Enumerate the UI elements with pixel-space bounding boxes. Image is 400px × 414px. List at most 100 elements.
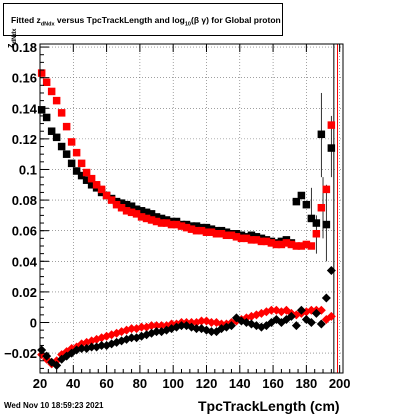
data-point-diamond (147, 321, 157, 331)
data-point-diamond (57, 354, 67, 364)
data-point-square (92, 181, 101, 189)
y-tick-label: 0.1 (19, 162, 37, 177)
data-point-diamond (311, 308, 321, 318)
data-point-square (227, 231, 236, 240)
data-point-square (192, 226, 201, 235)
data-point-diamond (77, 344, 87, 354)
data-point-square (302, 240, 311, 249)
data-point-diamond (137, 322, 147, 332)
plot-frame (39, 43, 344, 374)
data-point-square (132, 205, 141, 214)
data-point-square (47, 87, 56, 96)
data-point-square (207, 228, 216, 236)
data-point-square (72, 167, 81, 175)
data-point-square (312, 229, 321, 238)
data-point-square (87, 174, 96, 183)
data-point-square (62, 122, 71, 131)
data-point-diamond (191, 324, 201, 334)
data-point-square (147, 216, 156, 224)
x-tick-label: 40 (66, 376, 80, 391)
data-point-square (67, 159, 76, 168)
y-tick-label: 0.04 (12, 254, 38, 269)
data-point-diamond (177, 321, 187, 331)
data-point-square (67, 138, 76, 146)
data-point-diamond (42, 351, 52, 361)
data-point-square (107, 196, 116, 204)
data-point-diamond (157, 321, 167, 331)
x-tick-label: 140 (229, 376, 251, 391)
data-point-square (137, 207, 146, 215)
data-point-diamond (97, 340, 107, 350)
data-point-square (232, 233, 241, 241)
data-point-diamond (87, 342, 97, 352)
data-point-diamond (206, 318, 216, 328)
data-point-square (177, 222, 186, 230)
data-point-square (47, 127, 56, 135)
x-tick-label: 180 (296, 376, 318, 391)
data-point-square (182, 223, 191, 232)
data-point-square (317, 203, 326, 212)
data-point-square (42, 113, 51, 122)
data-point-diamond (152, 327, 162, 337)
data-point-diamond (291, 321, 301, 331)
data-point-square (82, 176, 91, 184)
data-point-square (82, 168, 91, 177)
data-point-square (142, 208, 151, 217)
data-point-square (212, 229, 221, 238)
data-point-diamond (326, 265, 336, 275)
data-point-square (77, 171, 86, 180)
data-point-square (132, 210, 141, 218)
data-point-square (327, 144, 336, 152)
data-point-square (157, 219, 166, 227)
data-point-square (37, 106, 46, 114)
data-point-square (297, 242, 306, 250)
data-point-diamond (266, 305, 276, 315)
x-tick-label: 200 (329, 376, 351, 391)
data-point-square (322, 185, 331, 194)
timestamp: Wed Nov 10 18:59:23 2021 (4, 401, 104, 410)
data-point-square (287, 240, 296, 249)
data-point-square (57, 142, 66, 151)
data-point-square (277, 240, 286, 249)
data-point-square (77, 159, 86, 168)
y-tick-label: 0.16 (12, 71, 37, 86)
y-tick-label: 0.06 (12, 224, 37, 239)
data-point-square (102, 191, 111, 200)
data-point-square (307, 214, 316, 223)
data-point-square (162, 219, 171, 227)
data-point-square (202, 228, 211, 236)
x-tick-label: 120 (196, 376, 218, 391)
data-point-square (237, 234, 246, 243)
data-point-square (222, 231, 231, 240)
data-point-square (282, 239, 291, 247)
data-point-square (197, 226, 206, 235)
x-tick-label: 80 (133, 376, 147, 391)
data-point-square (292, 242, 301, 250)
data-point-square (202, 223, 211, 232)
axes (39, 43, 344, 374)
data-point-diamond (127, 324, 137, 334)
data-point-square (302, 200, 311, 209)
data-point-diamond (306, 318, 316, 328)
data-point-diamond (286, 311, 296, 321)
data-point-square (247, 231, 256, 240)
data-point-square (122, 200, 131, 209)
data-point-square (187, 225, 196, 233)
data-point-square (247, 236, 256, 244)
data-point-square (152, 217, 161, 226)
data-point-diamond (52, 360, 62, 370)
data-point-square (127, 208, 136, 217)
tick-labels: 20 40 60 80 100 120 140 160 180 200 −0.02 0 0.02 0.04… (4, 40, 350, 391)
data-point-square (272, 240, 281, 249)
data-point-square (192, 222, 201, 230)
title-box: Fitted zdNdx versus TpcTrackLength and l… (3, 3, 283, 36)
data-point-diamond (321, 293, 331, 303)
y-tick-label: −0.02 (4, 346, 37, 361)
x-axis-label: TpcTrackLength (cm) (198, 398, 340, 414)
x-tick-label: 160 (262, 376, 284, 391)
y-tick-label: 0.08 (12, 193, 37, 208)
data-point-square (262, 237, 271, 246)
data-point-square (62, 150, 71, 158)
data-point-square (152, 213, 161, 221)
